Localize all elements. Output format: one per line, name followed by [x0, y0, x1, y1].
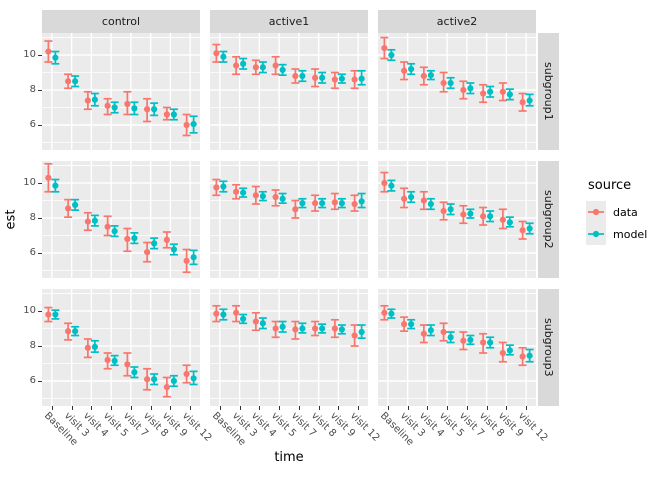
y-tick-mark: [38, 55, 42, 57]
y-tick-mark: [38, 346, 42, 347]
x-tick-mark: [526, 406, 528, 410]
legend-entries: data model: [586, 201, 647, 245]
y-tick-mark: [38, 311, 42, 313]
y-tick-label: 8: [29, 340, 36, 351]
x-tick-mark: [219, 406, 221, 410]
y-tick-mark: [38, 380, 42, 382]
x-tick-mark: [239, 406, 241, 410]
x-tick-mark: [51, 406, 53, 410]
x-tick-mark: [338, 406, 340, 410]
facet-panel-active2-subgroup1: [378, 33, 536, 150]
facet-panel-control-subgroup3: [42, 289, 200, 406]
facet-panel-control-subgroup2: [42, 161, 200, 278]
facet-row-strip-subgroup2: subgroup2: [538, 161, 559, 278]
legend-entry-label: model: [613, 227, 648, 241]
legend-entry-label: data: [613, 205, 638, 219]
facet-panel-active1-subgroup3: [210, 289, 368, 406]
x-tick-mark: [111, 406, 113, 410]
legend-key-model-icon: [586, 223, 606, 245]
y-tick-label: 6: [29, 374, 36, 386]
facet-column-strip-active1: active1: [210, 10, 368, 33]
facet-panel-active2-subgroup2: [378, 161, 536, 278]
x-tick-mark: [130, 406, 132, 410]
y-tick-label: 8: [29, 212, 36, 223]
y-tick-mark: [38, 252, 42, 254]
facet-panel-active2-subgroup3: [378, 289, 536, 406]
y-tick-mark: [38, 183, 42, 185]
x-tick-mark: [190, 406, 192, 410]
facet-panel-control-subgroup1: [42, 33, 200, 150]
x-axis-title: time: [274, 450, 304, 465]
x-tick-mark: [318, 406, 320, 410]
y-tick-mark: [38, 124, 42, 126]
legend-entry-data: data: [586, 201, 647, 223]
y-tick-mark: [38, 90, 42, 91]
facet-row-strip-subgroup1: subgroup1: [538, 33, 559, 150]
legend-key-data-icon: [586, 201, 606, 223]
y-tick-label: 6: [29, 118, 36, 130]
x-tick-mark: [447, 406, 449, 410]
x-tick-mark: [506, 406, 508, 410]
legend: source data model: [586, 178, 647, 245]
facet-row-strip-subgroup3: subgroup3: [538, 289, 559, 406]
x-tick-mark: [466, 406, 468, 410]
x-tick-mark: [486, 406, 488, 410]
legend-entry-model: model: [586, 223, 647, 245]
facet-column-strip-active2: active2: [378, 10, 536, 33]
y-tick-mark: [38, 218, 42, 219]
y-tick-label: 10: [23, 49, 36, 61]
x-tick-mark: [298, 406, 300, 410]
y-tick-label: 10: [23, 305, 36, 317]
x-tick-mark: [170, 406, 172, 410]
x-tick-mark: [407, 406, 409, 410]
x-tick-mark: [427, 406, 429, 410]
x-tick-mark: [279, 406, 281, 410]
x-tick-mark: [387, 406, 389, 410]
x-tick-mark: [71, 406, 73, 410]
x-tick-mark: [150, 406, 152, 410]
facet-panel-active1-subgroup1: [210, 33, 368, 150]
y-tick-label: 8: [29, 84, 36, 95]
facet-column-strip-control: control: [42, 10, 200, 33]
x-tick-mark: [358, 406, 360, 410]
facet-panel-active1-subgroup2: [210, 161, 368, 278]
x-tick-mark: [259, 406, 261, 410]
x-tick-mark: [91, 406, 93, 410]
y-tick-label: 10: [23, 177, 36, 189]
y-tick-label: 6: [29, 246, 36, 258]
legend-title: source: [588, 178, 632, 193]
